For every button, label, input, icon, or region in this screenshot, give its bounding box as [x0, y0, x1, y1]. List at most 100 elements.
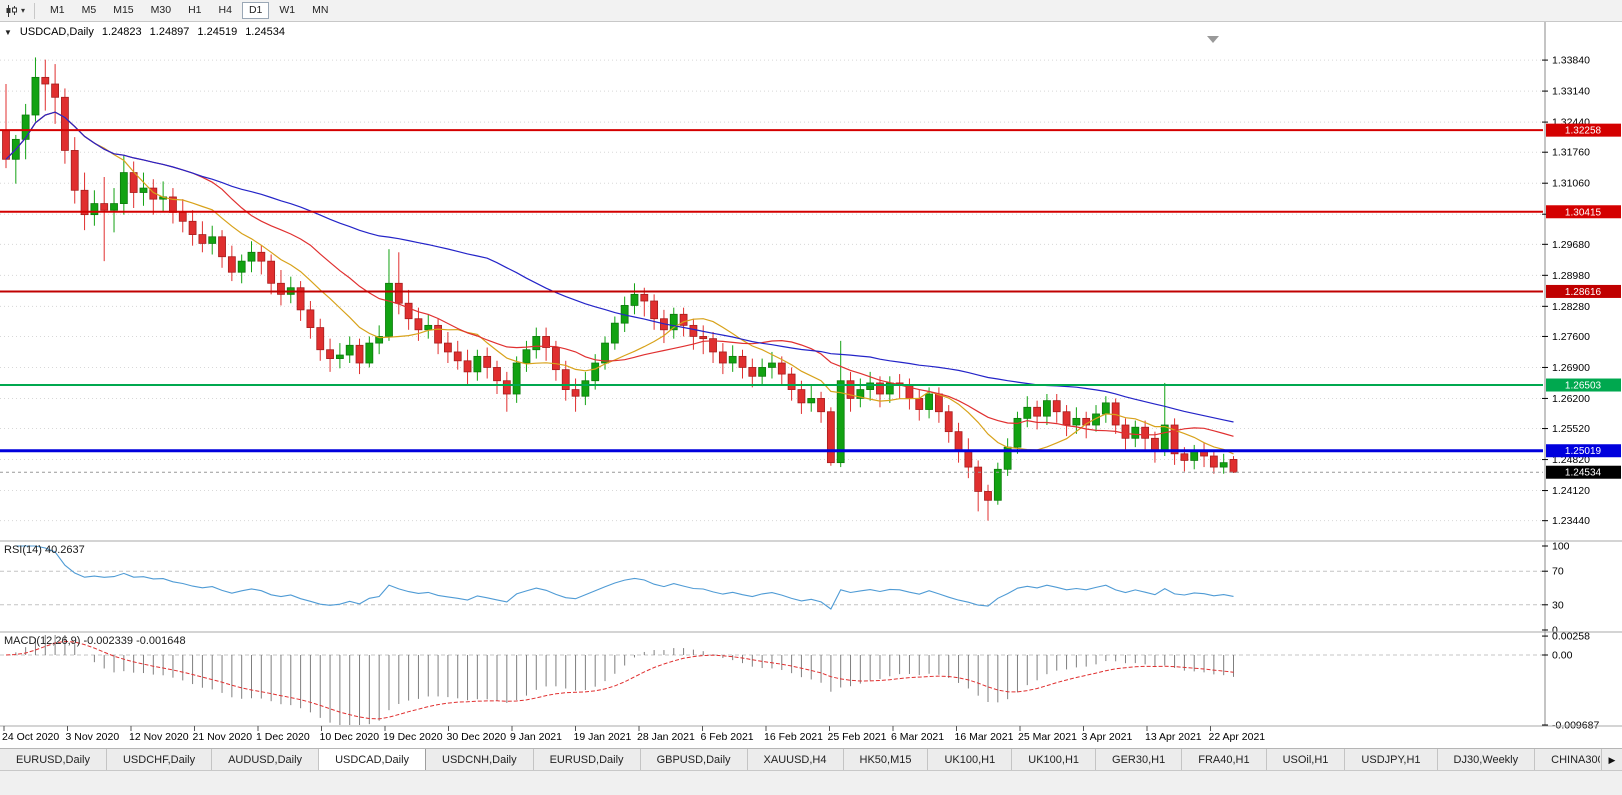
rsi-indicator-label: RSI(14) 40.2637 — [4, 544, 85, 556]
svg-text:3 Nov 2020: 3 Nov 2020 — [66, 731, 120, 743]
chart-tab-usdcad-daily[interactable]: USDCAD,Daily — [319, 749, 427, 770]
svg-text:1.32258: 1.32258 — [1565, 126, 1602, 137]
svg-text:1.27600: 1.27600 — [1552, 331, 1590, 343]
chart-tab-xauusd-h4[interactable]: XAUUSD,H4 — [747, 749, 844, 770]
chart-tab-uk100-h1[interactable]: UK100,H1 — [928, 749, 1013, 770]
price-chart[interactable]: 1.338401.331401.324401.317601.310601.303… — [0, 22, 1622, 748]
chart-tab-usoil-h1[interactable]: USOil,H1 — [1266, 749, 1346, 770]
ohlc-open: 1.24823 — [101, 26, 142, 38]
svg-text:1.24120: 1.24120 — [1552, 485, 1590, 497]
svg-text:1.26200: 1.26200 — [1552, 393, 1590, 405]
svg-text:6 Feb 2021: 6 Feb 2021 — [701, 731, 754, 743]
timeframe-button-d1[interactable]: D1 — [241, 2, 270, 19]
svg-text:1.33840: 1.33840 — [1552, 55, 1590, 67]
chart-tab-uk100-h1[interactable]: UK100,H1 — [1012, 749, 1097, 770]
chart-tab-gbpusd-daily[interactable]: GBPUSD,Daily — [640, 749, 748, 770]
timeframe-button-w1[interactable]: W1 — [272, 2, 302, 19]
top-toolbar: ▾ M1 M5 M15 M30 H1 H4 D1 W1 MN — [0, 0, 1622, 22]
svg-text:28 Jan 2021: 28 Jan 2021 — [637, 731, 695, 743]
rsi-line — [15, 545, 1234, 610]
svg-text:1.26900: 1.26900 — [1552, 362, 1590, 374]
svg-text:9 Jan 2021: 9 Jan 2021 — [510, 731, 562, 743]
svg-text:12 Nov 2020: 12 Nov 2020 — [129, 731, 189, 743]
timeframe-button-h4[interactable]: H4 — [212, 2, 239, 19]
svg-text:1.28980: 1.28980 — [1552, 270, 1590, 282]
svg-text:6 Mar 2021: 6 Mar 2021 — [891, 731, 944, 743]
ohlc-low: 1.24519 — [197, 26, 238, 38]
chart-tab-eurusd-daily[interactable]: EURUSD,Daily — [533, 749, 641, 770]
symbol-label: USDCAD,Daily — [19, 26, 94, 38]
chart-type-dropdown[interactable]: ▾ — [0, 0, 30, 21]
chart-tab-hk50-m15[interactable]: HK50,M15 — [843, 749, 929, 770]
toolbar-separator — [34, 2, 36, 19]
svg-text:25 Feb 2021: 25 Feb 2021 — [828, 731, 887, 743]
svg-text:16 Mar 2021: 16 Mar 2021 — [955, 731, 1014, 743]
timeframe-button-m1[interactable]: M1 — [43, 2, 72, 19]
svg-text:10 Dec 2020: 10 Dec 2020 — [320, 731, 380, 743]
svg-text:13 Apr 2021: 13 Apr 2021 — [1145, 731, 1202, 743]
chart-tab-eurusd-daily[interactable]: EURUSD,Daily — [0, 749, 107, 770]
svg-text:22 Apr 2021: 22 Apr 2021 — [1209, 731, 1266, 743]
chart-tab-china300-h1[interactable]: CHINA300,H1 — [1535, 749, 1600, 770]
timeframe-button-group: M1 M5 M15 M30 H1 H4 D1 W1 MN — [39, 2, 335, 19]
chart-tab-fra40-h1[interactable]: FRA40,H1 — [1182, 749, 1267, 770]
svg-text:1.31060: 1.31060 — [1552, 178, 1590, 190]
chart-area[interactable]: 1.338401.331401.324401.317601.310601.303… — [0, 22, 1622, 748]
chart-shift-marker[interactable] — [1207, 36, 1219, 43]
chart-tab-usdchf-daily[interactable]: USDCHF,Daily — [106, 749, 213, 770]
svg-text:1.28616: 1.28616 — [1565, 287, 1602, 298]
ma-mid-line — [5, 111, 1234, 437]
timeframe-button-m15[interactable]: M15 — [106, 2, 140, 19]
arrow-right-icon: ▶ — [1608, 754, 1616, 765]
svg-text:16 Feb 2021: 16 Feb 2021 — [764, 731, 823, 743]
ohlc-close: 1.24534 — [245, 26, 285, 38]
svg-text:19 Jan 2021: 19 Jan 2021 — [574, 731, 632, 743]
svg-text:30 Dec 2020: 30 Dec 2020 — [447, 731, 507, 743]
svg-text:1.25019: 1.25019 — [1565, 446, 1602, 457]
rsi-panel: 100 70 30 0 — [0, 541, 1570, 637]
svg-text:70: 70 — [1552, 566, 1564, 578]
svg-text:1.24534: 1.24534 — [1565, 468, 1602, 479]
svg-text:1.31760: 1.31760 — [1552, 147, 1590, 159]
collapse-icon[interactable]: ▼ — [4, 28, 12, 37]
chart-tabs: EURUSD,Daily USDCHF,Daily AUDUSD,Daily USDC… — [0, 749, 1600, 770]
ohlc-high: 1.24897 — [149, 26, 190, 38]
chart-tab-bar: EURUSD,Daily USDCHF,Daily AUDUSD,Daily USDC… — [0, 748, 1622, 770]
timeframe-button-m30[interactable]: M30 — [144, 2, 178, 19]
svg-text:1.28280: 1.28280 — [1552, 301, 1590, 313]
macd-signal-line — [5, 640, 1234, 720]
svg-text:21 Nov 2020: 21 Nov 2020 — [193, 731, 253, 743]
chart-tab-usdcnh-daily[interactable]: USDCNH,Daily — [426, 749, 534, 770]
chart-tab-usdjpy-h1[interactable]: USDJPY,H1 — [1345, 749, 1438, 770]
svg-text:1.33140: 1.33140 — [1552, 86, 1590, 98]
chart-tab-audusd-daily[interactable]: AUDUSD,Daily — [212, 749, 320, 770]
svg-text:1.26503: 1.26503 — [1565, 381, 1602, 392]
svg-text:1 Dec 2020: 1 Dec 2020 — [256, 731, 310, 743]
svg-text:0.00258: 0.00258 — [1552, 631, 1590, 643]
chart-title: ▼ USDCAD,Daily 1.24823 1.24897 1.24519 1… — [4, 26, 285, 38]
candlestick-chart-icon — [6, 4, 17, 17]
status-bar — [0, 770, 1622, 795]
tab-scroll-right-button[interactable]: ▶ — [1601, 749, 1622, 770]
svg-text:1.25520: 1.25520 — [1552, 423, 1590, 435]
price-badges: 1.32258 1.30415 1.28616 1.26503 1.25019 1.245… — [1546, 123, 1621, 479]
svg-text:19 Dec 2020: 19 Dec 2020 — [383, 731, 443, 743]
svg-text:0.00: 0.00 — [1552, 650, 1573, 662]
svg-text:1.23440: 1.23440 — [1552, 515, 1590, 527]
macd-indicator-label: MACD(12,26,9) -0.002339 -0.001648 — [4, 635, 186, 647]
timeframe-button-h1[interactable]: H1 — [181, 2, 208, 19]
svg-text:30: 30 — [1552, 599, 1564, 611]
svg-text:100: 100 — [1552, 541, 1570, 553]
svg-text:24 Oct 2020: 24 Oct 2020 — [2, 731, 59, 743]
chevron-down-icon: ▾ — [21, 6, 26, 15]
timeframe-button-mn[interactable]: MN — [305, 2, 335, 19]
svg-text:0: 0 — [1552, 625, 1558, 637]
timeframe-button-m5[interactable]: M5 — [75, 2, 104, 19]
chart-tab-dj30-weekly[interactable]: DJ30,Weekly — [1437, 749, 1536, 770]
date-axis: 24 Oct 2020 3 Nov 2020 12 Nov 2020 21 Nov 2… — [2, 726, 1265, 743]
svg-text:3 Apr 2021: 3 Apr 2021 — [1082, 731, 1133, 743]
chart-tab-ger30-h1[interactable]: GER30,H1 — [1096, 749, 1183, 770]
svg-text:1.30415: 1.30415 — [1565, 207, 1602, 218]
